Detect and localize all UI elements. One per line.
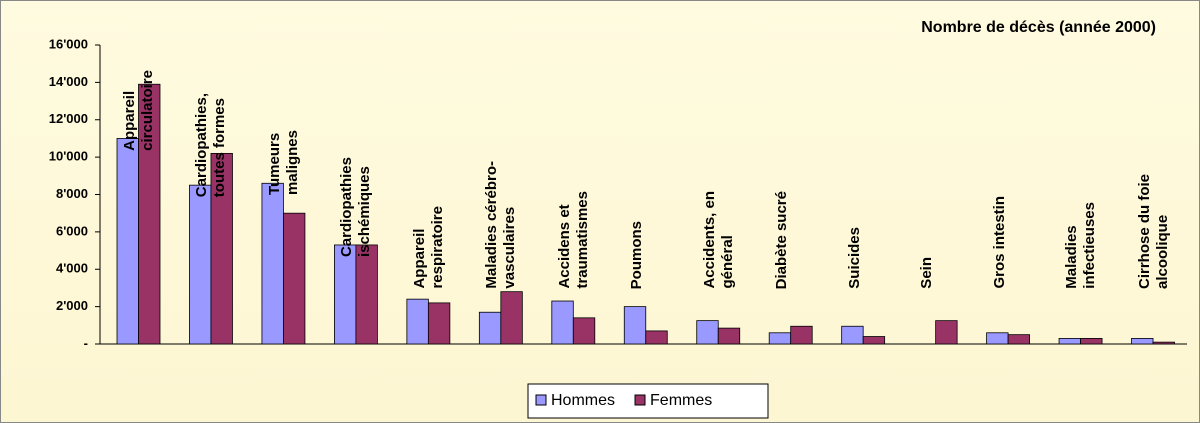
bar <box>261 182 284 345</box>
bar <box>333 244 357 345</box>
x-tick-label: Maladies cérébro- vasculaires <box>483 161 519 289</box>
bar <box>551 300 574 345</box>
bar <box>427 302 451 345</box>
x-tick-label: Cardiopathies ischémiques <box>338 156 374 257</box>
bar <box>1131 337 1154 345</box>
y-tick-label: - <box>84 335 88 350</box>
bar <box>841 325 864 345</box>
bar <box>1080 337 1103 345</box>
bar <box>623 306 647 345</box>
x-tick-label: Accidents, en général <box>700 191 736 289</box>
legend-swatch <box>634 394 646 406</box>
legend-swatch <box>535 394 547 406</box>
bar <box>572 317 596 345</box>
y-tick-label: 10'000 <box>49 149 88 164</box>
bar <box>116 138 139 345</box>
legend-label: Hommes <box>551 392 615 409</box>
bar <box>406 298 429 345</box>
x-tick-label: Suicides <box>845 227 863 289</box>
x-tick-label: Gros intestin <box>990 196 1008 289</box>
bar <box>138 83 161 345</box>
bar <box>189 184 212 345</box>
bar <box>355 244 378 345</box>
y-tick-label: 8'000 <box>56 186 88 201</box>
bar <box>768 332 792 345</box>
chart-title: Nombre de décès (année 2000) <box>921 19 1156 36</box>
y-tick-label: 4'000 <box>56 261 88 276</box>
x-tick-label: Sein <box>918 257 936 289</box>
y-tick-label: 6'000 <box>56 223 88 238</box>
bar <box>210 152 233 345</box>
legend-label: Femmes <box>650 392 712 409</box>
x-tick-label: Maladies infectieuses <box>1063 202 1099 289</box>
bar <box>1007 334 1030 345</box>
x-tick-label: Appareil circulatoire <box>121 69 156 151</box>
x-tick-label: Cardiopathies, toutes formes <box>193 92 229 198</box>
bar <box>696 320 719 345</box>
bar <box>1152 341 1175 345</box>
y-tick-label: 2'000 <box>56 298 88 313</box>
bar <box>645 330 668 345</box>
bar <box>283 212 306 345</box>
bar <box>717 327 741 345</box>
bar <box>790 325 813 345</box>
x-tick-label: Accidens et traumatismes <box>555 191 591 289</box>
x-tick-label: Tumeurs malignes <box>265 130 301 196</box>
y-tick-label: 16'000 <box>49 36 88 51</box>
x-tick-label: Poumons <box>628 220 646 289</box>
bar <box>478 311 502 345</box>
y-tick-label: 14'000 <box>49 74 88 89</box>
bar <box>500 291 523 345</box>
bar <box>986 332 1009 345</box>
x-tick-label: Diabète sucré <box>773 190 791 289</box>
y-tick-label: 12'000 <box>49 111 88 126</box>
x-tick-label: Appareil respiratoire <box>410 206 446 289</box>
bar <box>935 320 958 345</box>
legend-box <box>527 383 769 419</box>
bar <box>1058 337 1081 345</box>
bar <box>862 336 886 345</box>
x-tick-label: Cirrhose du foie alcoolique <box>1135 173 1171 289</box>
